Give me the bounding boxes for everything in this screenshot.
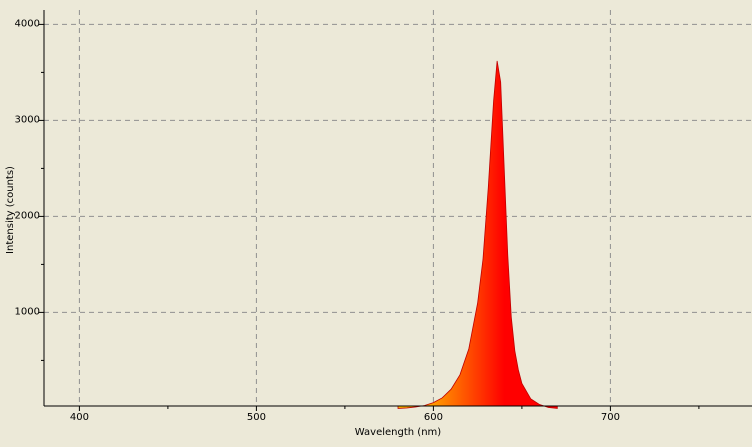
x-axis-label: Wavelength (nm) bbox=[355, 427, 441, 438]
y-tick-label: 4000 bbox=[15, 18, 40, 29]
x-tick-label: 700 bbox=[601, 412, 620, 423]
x-tick-label: 600 bbox=[424, 412, 443, 423]
y-tick-label: 3000 bbox=[15, 114, 40, 125]
y-tick-label: 2000 bbox=[15, 210, 40, 221]
x-tick-label: 400 bbox=[70, 412, 89, 423]
y-tick-label: 1000 bbox=[15, 306, 40, 317]
x-tick-label: 500 bbox=[247, 412, 266, 423]
spectrum-area bbox=[397, 60, 558, 409]
y-axis-label: Intensity (counts) bbox=[5, 166, 16, 254]
